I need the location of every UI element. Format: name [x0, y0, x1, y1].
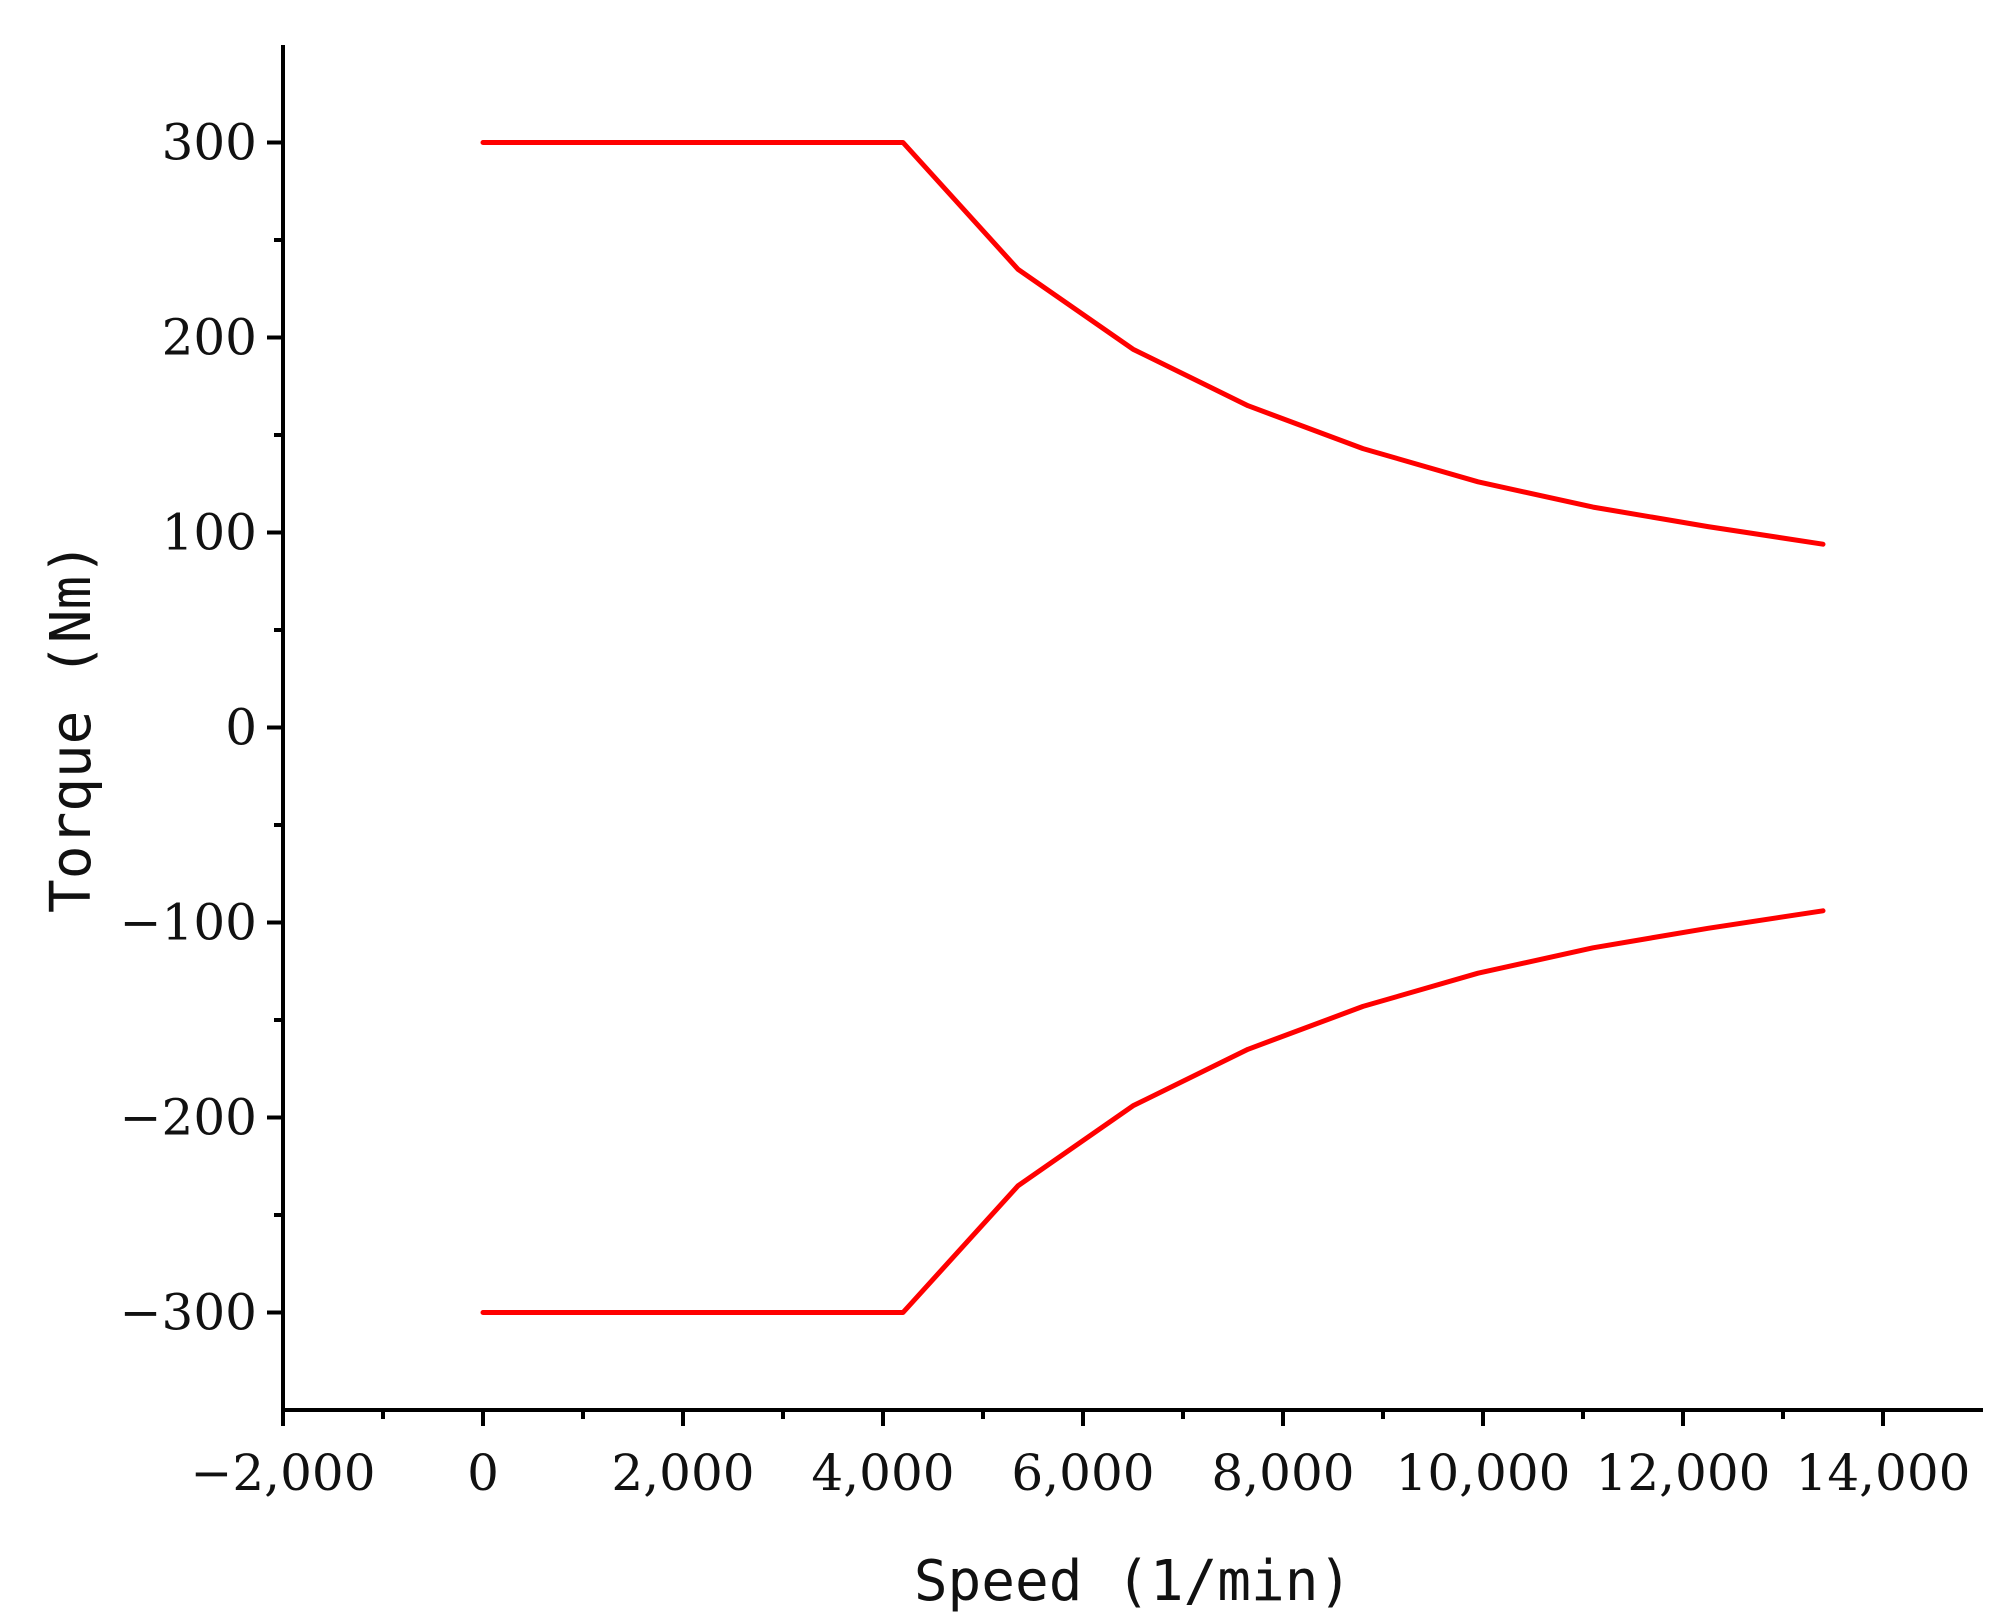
y-tick-label: −200 [120, 1089, 257, 1147]
x-tick-label: 8,000 [1211, 1444, 1354, 1502]
x-tick-label: 4,000 [811, 1444, 954, 1502]
positive-torque-line [480, 140, 1826, 547]
x-tick-label: 12,000 [1596, 1444, 1771, 1502]
y-tick-label: −300 [120, 1284, 257, 1342]
y-tick-label: −100 [120, 894, 257, 952]
x-tick-label: 14,000 [1796, 1444, 1971, 1502]
x-axis: −2,000 0 2,000 4,000 6,000 8,000 10,000 12,000 1… [190, 1408, 1983, 1502]
x-tick-label: 10,000 [1396, 1444, 1571, 1502]
x-tick-label: 0 [467, 1444, 499, 1502]
y-tick-label: 300 [162, 114, 257, 172]
x-tick-label: −2,000 [190, 1444, 375, 1502]
negative-torque-line [480, 908, 1826, 1315]
y-axis: −300 −200 −100 0 100 200 300 [120, 45, 285, 1410]
y-tick-label: 200 [162, 309, 257, 367]
x-tick-label: 2,000 [611, 1444, 754, 1502]
series-layer [480, 140, 1826, 1315]
y-axis-title: Torque (Nm) [39, 542, 104, 913]
y-tick-label: 0 [225, 699, 257, 757]
x-tick-label: 6,000 [1011, 1444, 1154, 1502]
x-axis-title: Speed (1/min) [914, 1549, 1352, 1614]
y-tick-label: 100 [162, 504, 257, 562]
